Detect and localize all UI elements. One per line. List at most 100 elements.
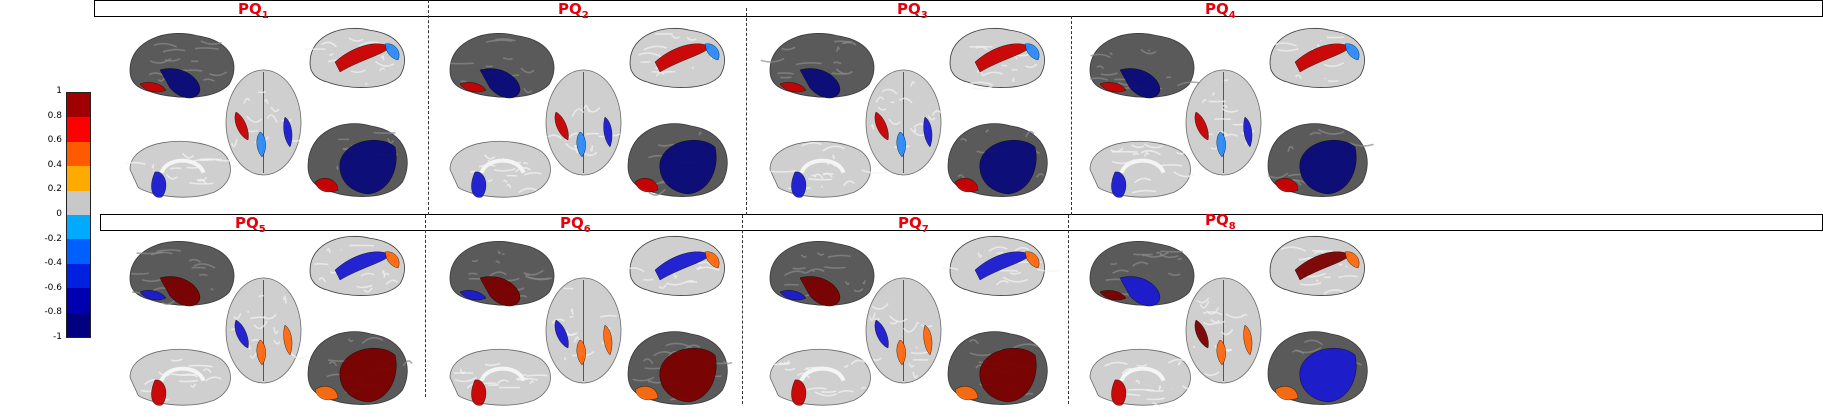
divider-2: [746, 8, 747, 215]
divider-1: [428, 0, 429, 215]
medial-right-region: [659, 348, 717, 403]
colorbar-tick-label: 0: [56, 209, 62, 219]
brain-panel-pq2: [449, 27, 728, 198]
lateral-right-spot: [1344, 43, 1360, 61]
insula-region: [139, 82, 167, 93]
brain-medial-left: [125, 140, 235, 198]
dorsal-region-mid: [256, 339, 266, 366]
dorsal-region-mid: [576, 131, 586, 158]
colorbar-tick-label: -1: [53, 332, 62, 342]
temporal-region: [799, 68, 841, 99]
panel-label-pq4: PQ4: [1205, 0, 1236, 21]
colorbar-segment: [67, 239, 90, 264]
insula-region: [779, 82, 807, 93]
brain-medial-left: [769, 348, 871, 406]
colorbar-tick-label: -0.2: [44, 233, 62, 244]
lateral-right-spot: [384, 251, 400, 269]
dorsal-region-left: [554, 319, 569, 349]
dorsal-region-left: [234, 111, 249, 141]
brain-dorsal: [225, 277, 308, 384]
temporal-region: [799, 276, 841, 307]
brain-lateral-right: [303, 27, 405, 88]
temporal-region: [1119, 276, 1161, 307]
colorbar-tick-label: -0.4: [44, 258, 62, 269]
brain-dorsal: [545, 277, 622, 384]
temporal-region: [159, 68, 201, 99]
brain-medial-left: [129, 348, 231, 406]
medial-right-region: [1299, 140, 1357, 195]
colorbar-tick-label: -0.8: [44, 307, 62, 318]
brain-dorsal: [865, 69, 943, 176]
panel-label-pq8: PQ8: [1205, 211, 1236, 232]
temporal-region: [1119, 68, 1161, 99]
brain-lateral-left: [449, 241, 555, 307]
colorbar-tick-label: 1: [56, 86, 62, 96]
insula-region: [1099, 290, 1127, 301]
medial-right-spot: [954, 386, 979, 401]
brain-medial-right: [947, 123, 1048, 197]
brain-medial-right: [1267, 331, 1368, 405]
brain-lateral-right: [625, 235, 725, 296]
panel-label-pq1: PQ1: [238, 0, 269, 21]
brain-medial-right: [307, 331, 413, 405]
brain-lateral-left: [1089, 33, 1203, 99]
medial-right-spot: [1274, 178, 1299, 193]
temporal-region: [479, 276, 521, 307]
dorsal-region-left: [1194, 319, 1209, 349]
colorbar-segment: [67, 288, 90, 313]
brain-medial-right: [627, 123, 728, 197]
colorbar-segment: [67, 190, 90, 216]
colorbar-tick-label: 0.4: [47, 159, 62, 170]
dorsal-region-right: [1243, 116, 1253, 148]
mtl-region: [471, 171, 487, 198]
lateral-right-spot: [704, 43, 720, 61]
panel-label-pq3: PQ3: [897, 0, 928, 21]
brain-medial-right: [627, 331, 733, 405]
divider-5: [742, 215, 743, 404]
brain-panel-pq8: [1089, 235, 1368, 408]
divider-3: [1071, 16, 1072, 215]
brain-lateral-right: [941, 235, 1060, 296]
mtl-region: [151, 171, 167, 198]
brain-panel-pq3: [760, 27, 1048, 198]
brain-lateral-right: [949, 27, 1045, 90]
insula-region: [139, 290, 167, 301]
brain-lateral-right: [1269, 235, 1365, 296]
panel-label-pq2: PQ2: [558, 0, 589, 21]
brain-panel-pq7: [769, 235, 1060, 406]
colorbar-segment: [67, 166, 90, 191]
colorbar-segment: [67, 263, 90, 289]
insula-region: [779, 290, 807, 301]
insula-region: [459, 290, 487, 301]
brain-lateral-left: [129, 33, 235, 99]
medial-right-region: [1299, 348, 1357, 403]
medial-right-region: [339, 140, 397, 195]
colorbar-segment: [67, 93, 90, 118]
brain-lateral-right: [629, 27, 725, 88]
brain-dorsal: [865, 277, 942, 384]
brain-lateral-right: [1269, 27, 1365, 88]
brain-panel-pq4: [1089, 27, 1374, 198]
mtl-region: [1111, 171, 1127, 198]
colorbar-tick-label: 0.2: [47, 184, 62, 195]
dorsal-region-mid: [896, 339, 906, 366]
brain-medial-left: [769, 140, 888, 198]
panel-row-2-header: [100, 214, 1823, 231]
colorbar-segment: [67, 312, 90, 338]
brain-lateral-left: [1089, 241, 1195, 307]
divider-4: [425, 215, 426, 397]
lateral-right-spot: [1024, 43, 1040, 61]
medial-right-region: [659, 140, 717, 195]
dorsal-region-mid: [576, 339, 586, 366]
medial-right-spot: [314, 178, 339, 193]
brain-panel-pq6: [449, 235, 733, 406]
panel-row-1-header: [94, 0, 1823, 17]
brain-lateral-left: [129, 241, 235, 307]
dorsal-region-left: [1194, 111, 1209, 141]
divider-6: [1068, 215, 1069, 404]
medial-right-spot: [314, 386, 339, 401]
brain-dorsal: [1185, 69, 1262, 176]
dorsal-region-right: [603, 116, 613, 148]
brain-lateral-left: [769, 241, 875, 307]
medial-right-region: [339, 348, 397, 403]
